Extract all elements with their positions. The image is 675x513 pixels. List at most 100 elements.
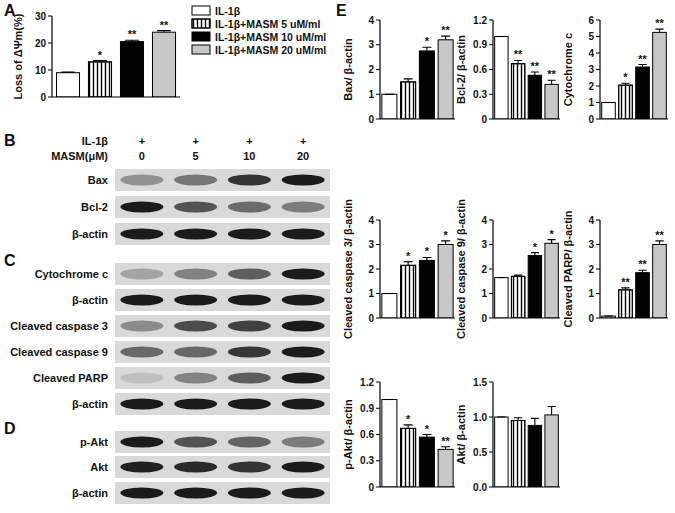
tick-label: 1 (368, 288, 374, 299)
x-axis (493, 118, 560, 119)
band (120, 321, 163, 332)
tick (376, 293, 380, 294)
bar (56, 73, 79, 97)
tick-label: 3 (368, 239, 374, 250)
tick-label: 1.5 (473, 377, 487, 388)
band (282, 295, 325, 306)
tick-label: 1 (368, 89, 374, 100)
legend-hatch (192, 19, 210, 28)
blot-label: Cytochrome c (35, 268, 108, 280)
tick (376, 69, 380, 70)
chart: ***01234Bax/ β-actin (342, 15, 455, 125)
significance: ** (547, 68, 556, 80)
significance: * (549, 228, 554, 240)
plot-area (602, 241, 667, 318)
tick (376, 220, 380, 221)
bar (382, 294, 397, 319)
tick-label: 4 (368, 215, 374, 226)
axis-title: Cytochrome c (562, 33, 574, 106)
band (282, 399, 325, 410)
tick-label: 2 (481, 264, 487, 275)
bar (401, 82, 416, 119)
error-bar (604, 102, 612, 103)
significance: * (533, 241, 538, 253)
axis-title: Loss of ΔΨm(%) (12, 13, 24, 99)
plot-area (382, 400, 453, 488)
tick (376, 487, 380, 488)
header-value: 0 (139, 150, 145, 162)
error-bar (422, 47, 431, 51)
tick-label: 1 (481, 288, 487, 299)
band (120, 437, 163, 448)
error-bar (604, 315, 612, 316)
tick-label: 0 (588, 313, 594, 324)
axis-title: p-Akt/ β-actin (342, 399, 354, 470)
bar (438, 245, 453, 319)
band (174, 373, 217, 384)
bar-hatch (88, 62, 111, 97)
axis-title: Bax/ β-actin (342, 38, 354, 101)
bar (88, 62, 111, 97)
band (120, 399, 163, 410)
bar-hatch (401, 428, 416, 487)
band (174, 437, 217, 448)
blot-label: Bax (88, 174, 109, 186)
band (174, 295, 217, 306)
tick (489, 44, 493, 45)
legend-swatch (192, 6, 210, 15)
tick-label: 2 (588, 264, 594, 275)
tick (48, 97, 52, 98)
band (120, 462, 163, 473)
tick-label: 2 (588, 81, 594, 92)
bar (545, 243, 558, 318)
plot-area (495, 37, 559, 120)
significance: * (98, 49, 103, 61)
tick (596, 36, 600, 37)
band (174, 321, 217, 332)
bar (495, 278, 508, 318)
tick (489, 20, 493, 21)
significance: ** (160, 19, 169, 31)
error-bar (531, 72, 539, 75)
band (120, 295, 163, 306)
header-value: + (192, 135, 198, 147)
bar (511, 421, 524, 488)
tick (489, 452, 493, 453)
bar-hatch (619, 85, 633, 119)
panel-label: C (4, 252, 16, 269)
y-axis (51, 16, 52, 97)
tick-label: 0.9 (473, 39, 487, 50)
error-bar (638, 65, 646, 67)
tick-label: 2 (368, 64, 374, 75)
band (174, 462, 217, 473)
panel-label: A (4, 2, 16, 19)
tick-label: 0 (368, 482, 374, 493)
chart: ***01234Cleaved caspase 3/ β-actin (342, 199, 455, 339)
header-value: 10 (243, 150, 255, 162)
tick (596, 244, 600, 245)
band (282, 175, 325, 186)
tick (376, 20, 380, 21)
blot-label: β-actin (72, 294, 108, 306)
blot-strip (115, 289, 330, 311)
blot-strip (115, 169, 330, 191)
error-bar (497, 36, 505, 37)
bar (419, 260, 434, 318)
band (228, 321, 271, 332)
bar (401, 428, 416, 487)
bar (382, 400, 397, 488)
tick (596, 119, 600, 120)
tick-label: 1.2 (473, 15, 487, 26)
blot-strip (115, 315, 330, 337)
band (120, 202, 163, 213)
tick-label: 0.5 (473, 447, 487, 458)
band (282, 373, 325, 384)
tick (376, 460, 380, 461)
blot-panel: Dp-AktAktβ-actin (4, 420, 330, 504)
band (228, 269, 271, 280)
tick-label: 2 (368, 264, 374, 275)
tick (489, 417, 493, 418)
blot-label: β-actin (72, 228, 108, 240)
error-bar (441, 241, 450, 245)
tick-label: 0 (481, 313, 487, 324)
